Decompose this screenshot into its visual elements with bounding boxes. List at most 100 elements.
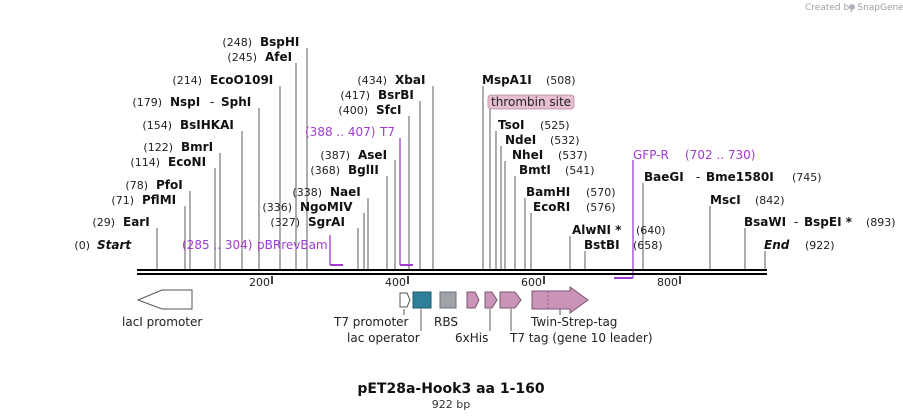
site-pos-nhei: (537) [558, 149, 588, 162]
feature-labels: lacI promoter T7 promoter lac operator R… [122, 315, 653, 345]
label-rbs: RBS [434, 315, 458, 329]
feature-t7-promoter[interactable] [399, 292, 411, 308]
tick-400: 400 [385, 276, 406, 289]
site-msci[interactable]: MscI [710, 193, 741, 207]
site-baegi[interactable]: BaeGI [644, 170, 684, 184]
site-nhei[interactable]: NheI [512, 148, 543, 162]
site-pos-bsphi: (248) [222, 36, 252, 49]
feature-lac-operator[interactable] [412, 291, 432, 309]
primer-range-pbrrevbam: (285 .. 304) [182, 238, 252, 252]
site-labels-middle[interactable]: (434) XbaI (417) BsrBI (400) SfcI (387) … [262, 73, 425, 229]
site-bsrbi[interactable]: BsrBI [378, 88, 414, 102]
feature-6xhis[interactable] [466, 291, 480, 309]
tick-600: 600 [521, 276, 542, 289]
site-labels-left[interactable]: (248) BspHI (245) AfeI (214) EcoO109I (1… [74, 35, 299, 252]
site-pos-xbai: (434) [357, 74, 387, 87]
label-6xhis: 6xHis [455, 331, 488, 345]
tick-800: 800 [657, 276, 678, 289]
site-pflmi[interactable]: PflMI [142, 193, 176, 207]
site-pos-ndei: (532) [550, 134, 580, 147]
site-ndei[interactable]: NdeI [505, 133, 536, 147]
site-pos-tsoi: (525) [540, 119, 570, 132]
feature-t7-tag[interactable] [484, 291, 498, 309]
site-bamhi[interactable]: BamHI [526, 185, 570, 199]
site-leaders [156, 48, 766, 270]
site-econi[interactable]: EcoNI [168, 155, 206, 169]
site-pos-sgrai: (327) [270, 216, 300, 229]
site-bstbi[interactable]: BstBI [584, 238, 620, 252]
site-pos-bsawi: (893) [866, 216, 896, 229]
site-pos-alwni: (640) [636, 224, 666, 237]
site-naei[interactable]: NaeI [330, 185, 361, 199]
site-ecoo109i[interactable]: EcoO109I [210, 73, 273, 87]
site-pos-econi: (114) [130, 156, 160, 169]
site-afei[interactable]: AfeI [265, 50, 292, 64]
feature-track[interactable] [136, 286, 589, 331]
site-pos-bstbi: (658) [633, 239, 663, 252]
feature-rbs[interactable] [439, 291, 457, 309]
site-sphi[interactable]: SphI [221, 95, 251, 109]
site-alwni[interactable]: AlwNI * [572, 223, 622, 237]
site-eari[interactable]: EarI [123, 215, 150, 229]
site-pos-bglii: (368) [310, 164, 340, 177]
site-sfci[interactable]: SfcI [376, 103, 401, 117]
thrombin-site-text: thrombin site [491, 95, 571, 109]
site-pos-afei: (245) [227, 51, 257, 64]
primer-range-gfpr: (702 .. 730) [685, 148, 755, 162]
site-bme1580i[interactable]: Bme1580I [706, 170, 774, 184]
thrombin-site-label[interactable]: thrombin site [487, 94, 575, 270]
site-dash-baegi-bme1580i: - [696, 170, 700, 184]
site-dash-bsawi-bspei: - [794, 215, 798, 229]
primer-markers [329, 138, 634, 279]
feature-laci-promoter[interactable] [136, 289, 193, 310]
site-pfoi[interactable]: PfoI [156, 178, 183, 192]
site-bsawi[interactable]: BsaWI [744, 215, 786, 229]
site-pos-ngomiv: (336) [262, 201, 292, 214]
primer-t7[interactable]: T7 [379, 125, 395, 139]
label-twin-strep-tag: Twin-Strep-tag [530, 315, 617, 329]
site-ngomiv[interactable]: NgoMIV [300, 200, 353, 214]
site-sgrai[interactable]: SgrAI [308, 215, 345, 229]
snapgene-logo: Created by SnapGene [805, 3, 903, 13]
site-bspei[interactable]: BspEI * [804, 215, 853, 229]
feature-t7-tag-2[interactable] [499, 291, 522, 309]
site-bslhkai[interactable]: BsIHKAI [180, 118, 234, 132]
site-ecori[interactable]: EcoRI [533, 200, 570, 214]
site-dash-nspi-sphi: - [210, 95, 214, 109]
label-laci-promoter: lacI promoter [122, 315, 202, 329]
site-pos-bmri: (122) [143, 141, 173, 154]
site-mspa1i[interactable]: MspA1I [482, 73, 532, 87]
map-length: 922 bp [432, 398, 470, 411]
site-pos-baegi: (745) [792, 171, 822, 184]
feature-twin-strep-tag[interactable] [531, 286, 589, 314]
site-pos-asei: (387) [320, 149, 350, 162]
site-xbai[interactable]: XbaI [395, 73, 425, 87]
site-pos-bamhi: (570) [586, 186, 616, 199]
site-bsphi[interactable]: BspHI [260, 35, 299, 49]
site-pos-msci: (842) [755, 194, 785, 207]
site-nspi[interactable]: NspI [170, 95, 200, 109]
site-pos-bslhkai: (154) [142, 119, 172, 132]
site-start[interactable]: Start [97, 238, 132, 252]
site-end[interactable]: End [764, 238, 790, 252]
label-t7-promoter: T7 promoter [333, 315, 409, 329]
primer-pbrrevbam[interactable]: pBRrevBam [257, 238, 328, 252]
site-pos-mspa1i: (508) [546, 74, 576, 87]
site-labels-right[interactable]: MspA1I (508) TsoI (525) NdeI (532) NheI … [482, 73, 896, 252]
site-bmti[interactable]: BmtI [519, 163, 551, 177]
site-pos-start: (0) [74, 239, 90, 252]
tick-200: 200 [249, 276, 270, 289]
scale-ticks: 200 400 600 800 [249, 276, 681, 289]
site-bglii[interactable]: BglII [348, 163, 379, 177]
site-pos-bsrbi: (417) [340, 89, 370, 102]
site-pos-naei: (338) [292, 186, 322, 199]
site-asei[interactable]: AseI [358, 148, 387, 162]
site-pos-ecoo109i: (214) [172, 74, 202, 87]
site-pos-eari: (29) [92, 216, 115, 229]
dna-backbone [137, 269, 767, 275]
primer-labels[interactable]: (285 .. 304) pBRrevBam (388 .. 407) T7 G… [182, 125, 755, 252]
site-tsoi[interactable]: TsoI [498, 118, 524, 132]
site-pos-sfci: (400) [338, 104, 368, 117]
primer-gfpr[interactable]: GFP-R [633, 148, 669, 162]
site-bmri[interactable]: BmrI [181, 140, 213, 154]
